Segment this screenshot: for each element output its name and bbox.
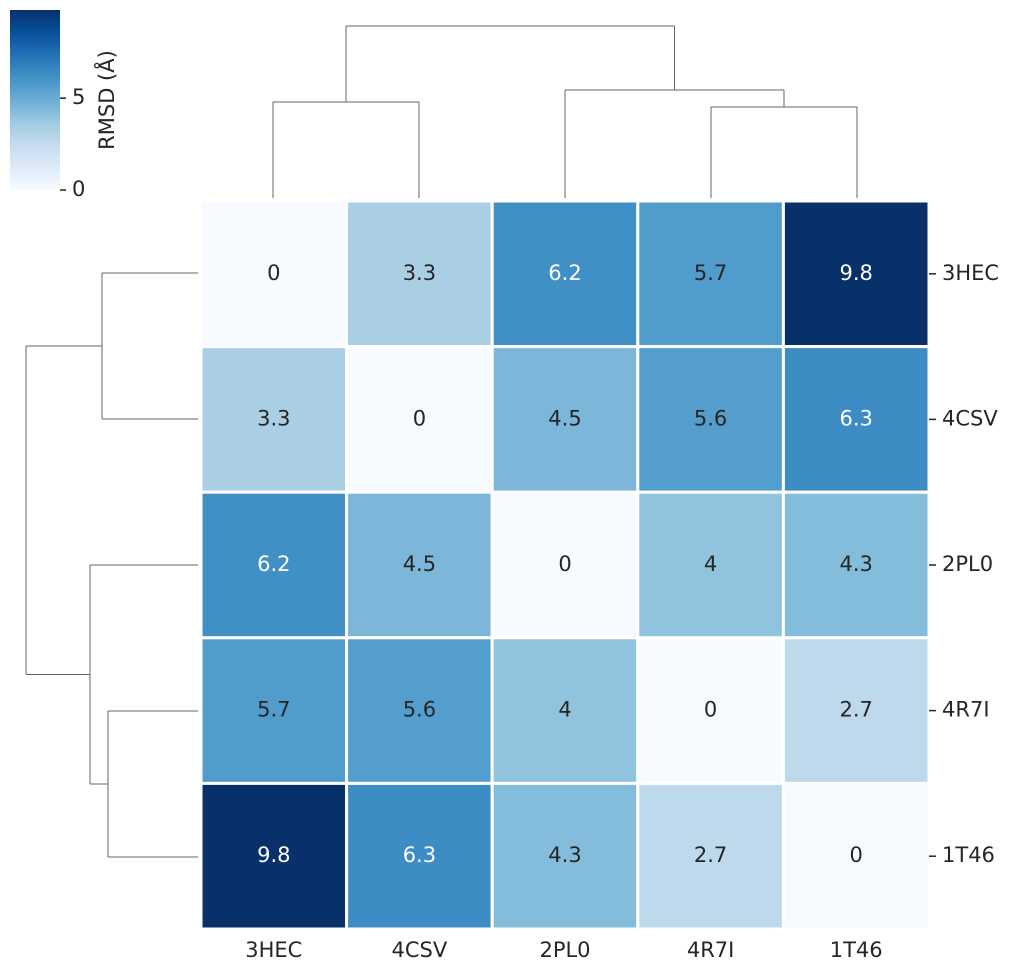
cell-label: 4.3	[548, 843, 581, 867]
heatmap-cell	[490, 490, 640, 640]
heatmap-cell	[636, 781, 785, 931]
cell-label: 6.2	[257, 552, 290, 576]
heatmap-cell	[345, 781, 494, 931]
cell-label: 2.7	[839, 698, 872, 722]
cell-label: 5.6	[694, 406, 727, 430]
x-tick-label: 4CSV	[392, 938, 448, 962]
heatmap-cell	[781, 490, 931, 640]
heatmap-cell	[490, 636, 640, 785]
heatmap-cell	[490, 199, 640, 349]
colorbar-label: RMSD (Å)	[93, 50, 119, 150]
row-dendrogram	[25, 272, 198, 858]
heatmap-cell	[345, 345, 494, 494]
x-tick-label: 3HEC	[245, 938, 302, 962]
x-tick-label: 2PL0	[539, 938, 590, 962]
heatmap-cell	[199, 199, 349, 349]
cell-label: 9.8	[257, 843, 290, 867]
heatmap-cell	[636, 199, 785, 349]
cell-label: 0	[267, 261, 280, 285]
cell-label: 3.3	[257, 406, 290, 430]
y-tick-label: 3HEC	[942, 261, 999, 285]
heatmap-cell	[345, 490, 494, 640]
cell-label: 6.3	[403, 843, 436, 867]
heatmap-cell	[345, 636, 494, 785]
heatmap-cell	[781, 636, 931, 785]
y-tick-label: 4R7I	[942, 698, 990, 722]
colorbar-tick-label: 5	[72, 85, 85, 109]
heatmap-cell	[781, 345, 931, 494]
y-tick-label: 2PL0	[942, 552, 993, 576]
cell-label: 6.3	[839, 406, 872, 430]
cell-label: 0	[558, 552, 571, 576]
cell-label: 4	[558, 698, 571, 722]
cell-label: 6.2	[548, 261, 581, 285]
heatmap-cell	[490, 781, 640, 931]
heatmap-cell	[199, 345, 349, 494]
heatmap-cell	[199, 636, 349, 785]
cell-label: 0	[413, 406, 426, 430]
cell-label: 5.7	[694, 261, 727, 285]
y-tick-label: 4CSV	[942, 406, 998, 430]
colorbar	[10, 10, 60, 190]
heatmap-cell	[636, 345, 785, 494]
heatmap-cell	[636, 636, 785, 785]
cell-label: 4	[704, 552, 717, 576]
heatmap-cell	[636, 490, 785, 640]
cell-label: 2.7	[694, 843, 727, 867]
cell-label: 4.5	[548, 406, 581, 430]
x-tick-label: 1T46	[830, 938, 883, 962]
cell-label: 9.8	[839, 261, 872, 285]
column-dendrogram	[272, 25, 858, 198]
cell-label: 0	[850, 843, 863, 867]
cell-label: 4.3	[839, 552, 872, 576]
x-tick-label: 4R7I	[687, 938, 735, 962]
heatmap-cell	[490, 345, 640, 494]
cell-label: 0	[704, 698, 717, 722]
y-tick-label: 1T46	[942, 843, 995, 867]
cell-label: 3.3	[403, 261, 436, 285]
cell-label: 5.7	[257, 698, 290, 722]
cell-label: 5.6	[403, 698, 436, 722]
heatmap-cell	[345, 199, 494, 349]
heatmap-cell	[199, 490, 349, 640]
cell-label: 4.5	[403, 552, 436, 576]
heatmap-cell	[199, 781, 349, 931]
colorbar-tick-label: 0	[72, 177, 85, 201]
